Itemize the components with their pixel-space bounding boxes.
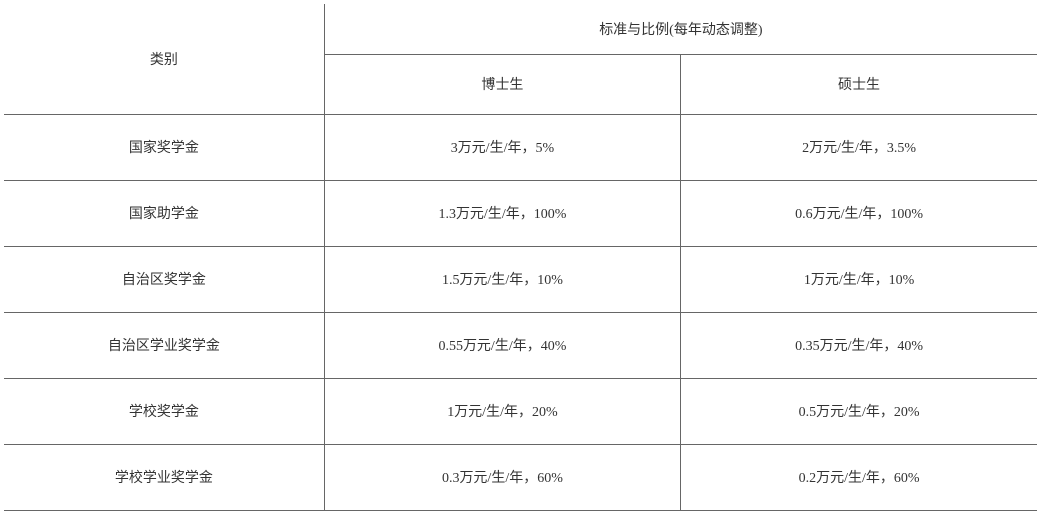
header-category: 类别 <box>4 4 324 114</box>
cell-doctor: 1.3万元/生/年，100% <box>324 180 680 246</box>
cell-master: 2万元/生/年，3.5% <box>681 114 1037 180</box>
table-row: 学校学业奖学金 0.3万元/生/年，60% 0.2万元/生/年，60% <box>4 444 1037 510</box>
cell-category: 自治区奖学金 <box>4 246 324 312</box>
cell-category: 自治区学业奖学金 <box>4 312 324 378</box>
table-row: 国家奖学金 3万元/生/年，5% 2万元/生/年，3.5% <box>4 114 1037 180</box>
table-row: 自治区奖学金 1.5万元/生/年，10% 1万元/生/年，10% <box>4 246 1037 312</box>
cell-category: 学校奖学金 <box>4 378 324 444</box>
header-group: 标准与比例(每年动态调整) <box>324 4 1037 54</box>
cell-master: 0.5万元/生/年，20% <box>681 378 1037 444</box>
cell-master: 1万元/生/年，10% <box>681 246 1037 312</box>
cell-master: 0.6万元/生/年，100% <box>681 180 1037 246</box>
scholarship-table: 类别 标准与比例(每年动态调整) 博士生 硕士生 国家奖学金 3万元/生/年，5… <box>4 4 1037 511</box>
cell-category: 国家助学金 <box>4 180 324 246</box>
table-body: 国家奖学金 3万元/生/年，5% 2万元/生/年，3.5% 国家助学金 1.3万… <box>4 114 1037 510</box>
table-header: 类别 标准与比例(每年动态调整) 博士生 硕士生 <box>4 4 1037 114</box>
cell-doctor: 3万元/生/年，5% <box>324 114 680 180</box>
header-doctor: 博士生 <box>324 54 680 114</box>
cell-doctor: 1.5万元/生/年，10% <box>324 246 680 312</box>
header-master: 硕士生 <box>681 54 1037 114</box>
table-row: 学校奖学金 1万元/生/年，20% 0.5万元/生/年，20% <box>4 378 1037 444</box>
table-row: 国家助学金 1.3万元/生/年，100% 0.6万元/生/年，100% <box>4 180 1037 246</box>
cell-doctor: 0.55万元/生/年，40% <box>324 312 680 378</box>
table-row: 自治区学业奖学金 0.55万元/生/年，40% 0.35万元/生/年，40% <box>4 312 1037 378</box>
cell-doctor: 0.3万元/生/年，60% <box>324 444 680 510</box>
cell-doctor: 1万元/生/年，20% <box>324 378 680 444</box>
cell-category: 学校学业奖学金 <box>4 444 324 510</box>
cell-category: 国家奖学金 <box>4 114 324 180</box>
cell-master: 0.2万元/生/年，60% <box>681 444 1037 510</box>
cell-master: 0.35万元/生/年，40% <box>681 312 1037 378</box>
